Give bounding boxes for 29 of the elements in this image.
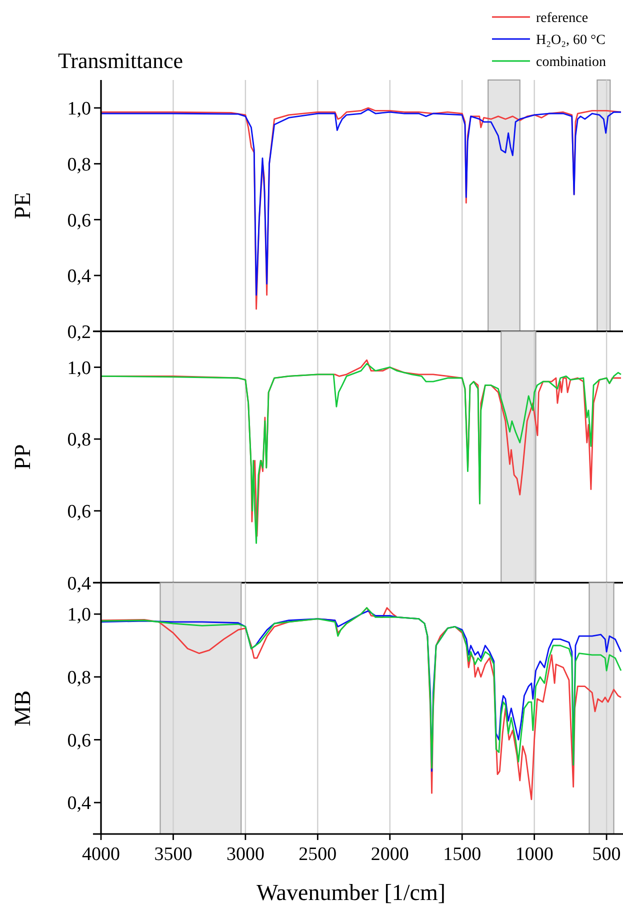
x-tick-label: 3500 xyxy=(154,844,192,865)
y-tick-label: 1,0 xyxy=(67,604,91,626)
y-tick-label: 0,4 xyxy=(67,793,92,814)
legend-label: reference xyxy=(536,10,588,26)
y-tick-label: 0,8 xyxy=(67,154,91,176)
x-tick-label: 1000 xyxy=(515,844,554,865)
y-tick-label: 0,6 xyxy=(67,730,91,752)
y-tick-label: 0,6 xyxy=(67,210,91,232)
y-tick-label: 1,0 xyxy=(67,358,91,379)
y-tick-label: 0,6 xyxy=(67,502,91,523)
x-tick-label: 1500 xyxy=(443,844,482,865)
y-tick-label: 0,2 xyxy=(67,322,91,343)
y-axis-title: PP xyxy=(10,444,35,470)
x-tick-label: 4000 xyxy=(82,844,120,865)
legend-label: H₂O₂, 60 °C xyxy=(536,32,606,48)
legend-label: combination xyxy=(536,54,606,70)
x-tick-label: 2500 xyxy=(298,844,337,865)
x-tick-label: 2000 xyxy=(370,844,409,865)
x-tick-label: 3000 xyxy=(226,844,264,865)
y-tick-label: 0,4 xyxy=(67,573,92,594)
y-tick-label: 0,4 xyxy=(67,266,92,288)
y-axis-title: MB xyxy=(10,690,35,726)
y-tick-label: 1,0 xyxy=(67,98,91,120)
x-axis-title: Wavenumber [1/cm] xyxy=(256,880,446,905)
y-tick-label: 0,8 xyxy=(67,668,91,689)
y-axis-title: PE xyxy=(10,192,35,220)
y-tick-label: 0,8 xyxy=(67,430,91,451)
x-tick-label: 500 xyxy=(592,844,621,865)
chart-title: Transmittance xyxy=(58,48,184,73)
